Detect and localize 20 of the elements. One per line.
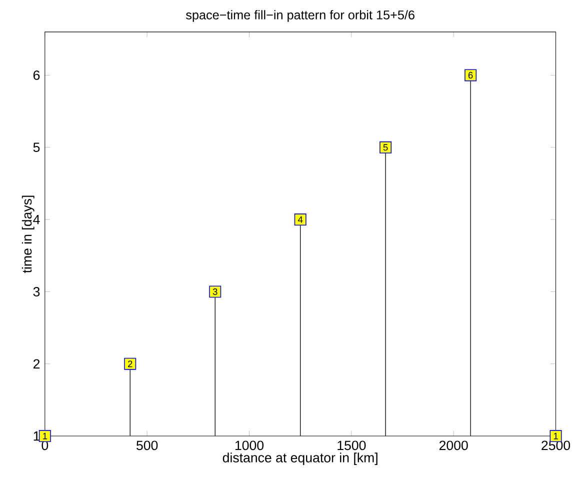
- y-tick-label: 3: [33, 287, 40, 296]
- x-tick-label: 2000: [439, 440, 468, 450]
- y-tick-label: 2: [33, 359, 40, 369]
- data-label: 1: [43, 432, 48, 440]
- data-label: 6: [468, 72, 473, 79]
- data-label: 5: [383, 144, 388, 151]
- y-axis-title: time in [days]: [22, 196, 34, 273]
- y-tick-label: 1: [34, 431, 40, 441]
- data-label: 2: [128, 360, 132, 368]
- x-tick-label: 1000: [235, 440, 264, 450]
- chart-title: space−time fill−in pattern for orbit 15+5/6: [186, 10, 414, 22]
- y-tick-label: 5: [33, 142, 40, 152]
- y-tick-label: 4: [33, 215, 40, 224]
- data-label: 4: [298, 216, 303, 223]
- x-tick-label: 1500: [338, 440, 366, 450]
- x-axis-title: distance at equator in [km]: [222, 452, 378, 466]
- data-label: 1: [554, 432, 558, 440]
- data-label: 3: [212, 288, 218, 296]
- y-tick-label: 6: [33, 70, 40, 80]
- x-tick-label: 500: [136, 440, 158, 450]
